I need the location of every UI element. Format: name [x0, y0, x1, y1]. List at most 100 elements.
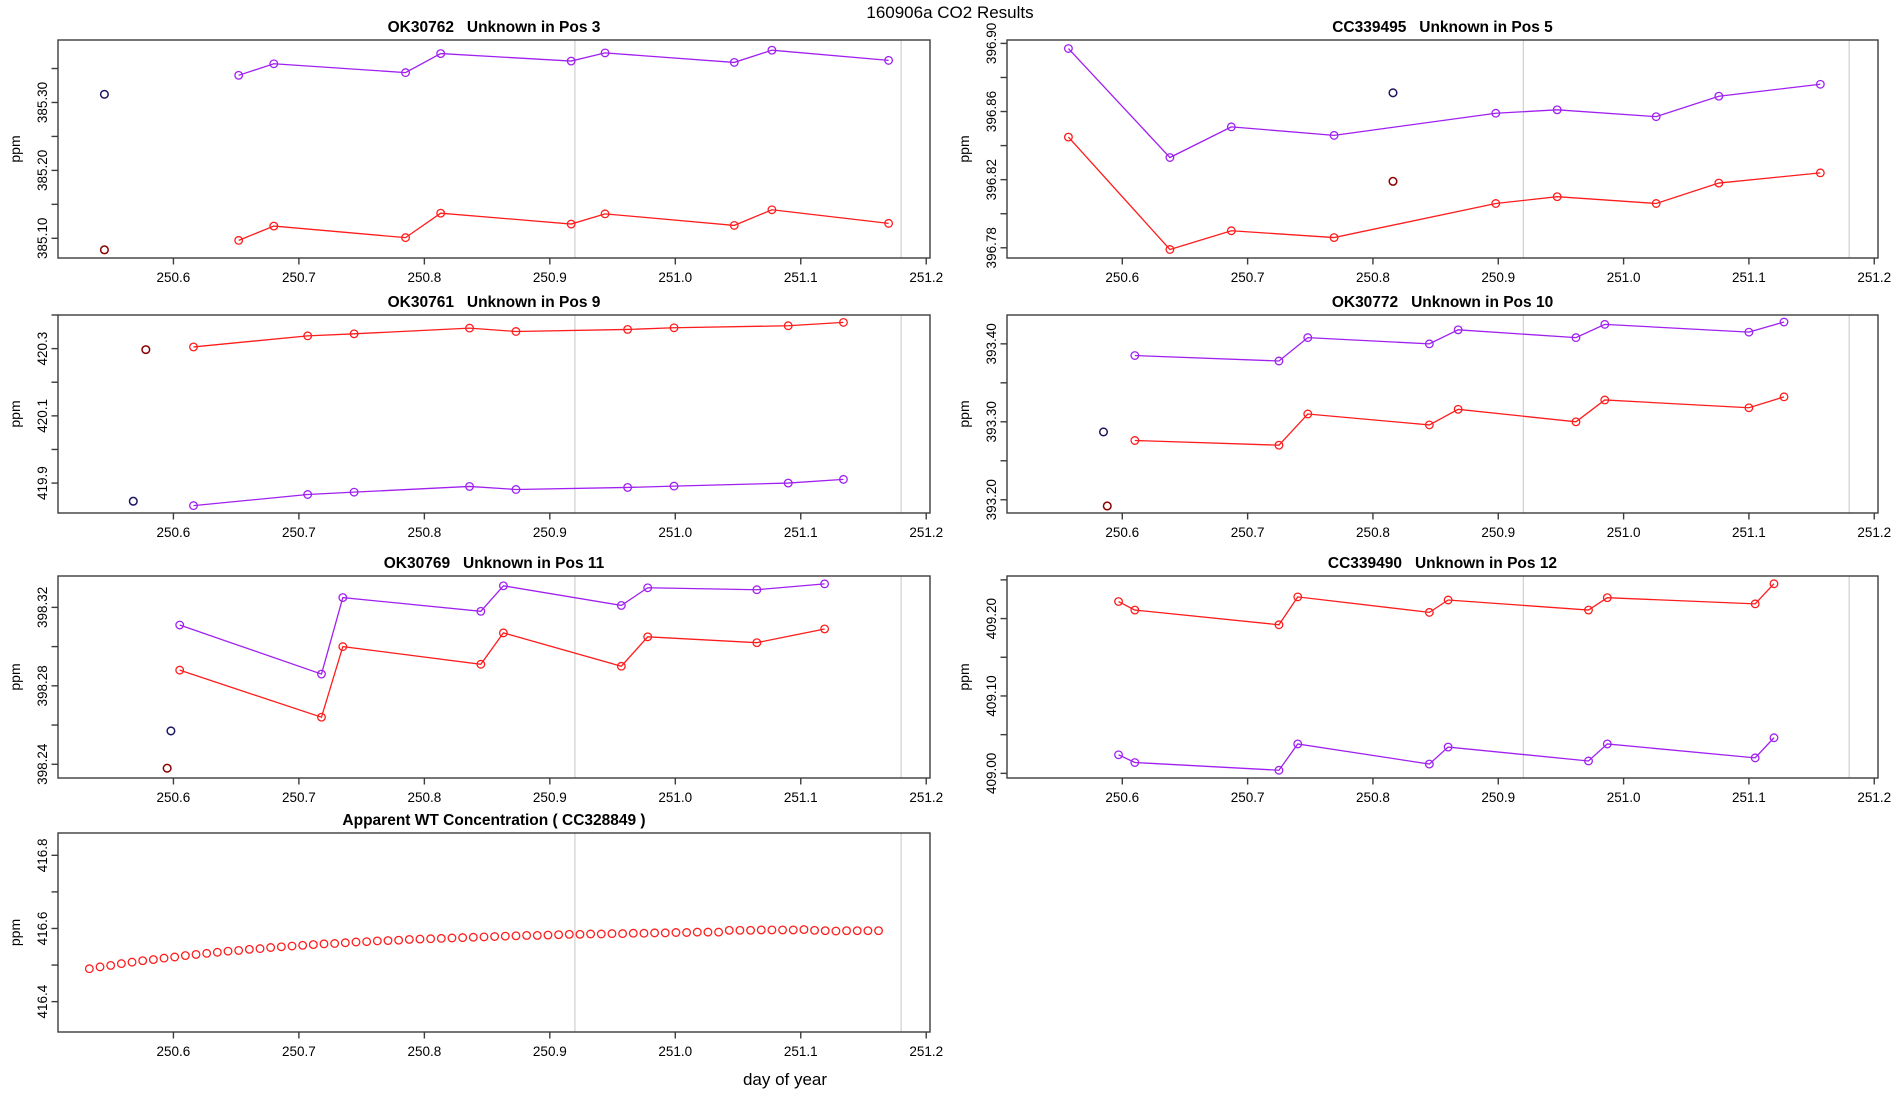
- x-tick-label: 250.8: [1356, 790, 1390, 805]
- y-tick-label: 393.20: [984, 479, 999, 520]
- data-point: [127, 957, 137, 967]
- plot-box: [57, 39, 931, 259]
- data-point: [735, 925, 745, 935]
- data-point: [692, 927, 702, 937]
- x-tick-label: 250.7: [282, 270, 316, 285]
- data-point: [1769, 733, 1779, 743]
- data-point: [838, 317, 848, 327]
- data-point: [84, 964, 94, 974]
- data-point: [317, 712, 326, 722]
- data-point: [116, 959, 126, 969]
- series-line-sample-red: [193, 321, 844, 348]
- data-point: [746, 925, 756, 935]
- data-point: [511, 485, 521, 494]
- isolated-point: [99, 89, 109, 99]
- data-point: [465, 481, 474, 491]
- x-tick-label: 251.2: [909, 790, 943, 805]
- series-line-sample-red: [1134, 396, 1785, 446]
- data-point: [458, 933, 468, 943]
- data-point: [669, 481, 679, 491]
- data-point: [1114, 750, 1123, 760]
- data-point: [479, 932, 489, 942]
- data-point: [1424, 759, 1434, 769]
- subplot-7: 250.6 250.7 250.8 250.9 251.0 251.1 251.2 416.4…: [7, 812, 943, 1059]
- data-point: [703, 927, 713, 937]
- data-point: [349, 487, 359, 497]
- x-tick-label: 250.8: [407, 790, 441, 805]
- x-tick-label: 250.8: [407, 270, 441, 285]
- isolated-point: [141, 345, 151, 355]
- subplot-title: CC339495 Unknown in Pos 5: [1332, 19, 1553, 36]
- series-line-sample-purple: [193, 478, 844, 507]
- x-tick-label: 250.6: [157, 270, 191, 285]
- x-tick-label: 250.9: [1481, 270, 1515, 285]
- data-point: [191, 949, 201, 959]
- series-line-sample-purple: [238, 49, 889, 76]
- isolated-point: [166, 726, 176, 736]
- data-point: [436, 933, 446, 943]
- subplot-title: OK30772 Unknown in Pos 10: [1332, 294, 1553, 311]
- x-tick-label: 250.7: [1231, 525, 1265, 540]
- data-point: [564, 929, 574, 939]
- x-tick-label: 250.7: [1231, 790, 1265, 805]
- data-point: [317, 669, 326, 679]
- x-tick-label: 251.0: [658, 270, 692, 285]
- y-axis-unit: ppm: [7, 135, 23, 162]
- plot-box: [57, 832, 931, 1033]
- data-point: [401, 233, 410, 243]
- x-tick-label: 251.1: [784, 790, 818, 805]
- data-point: [1165, 245, 1175, 254]
- data-point: [476, 659, 486, 669]
- data-point: [1584, 605, 1593, 615]
- data-point: [1424, 339, 1434, 349]
- data-point: [95, 962, 105, 972]
- y-tick-label: 385.30: [35, 82, 50, 123]
- subplot-2: 250.6 250.7 250.8 250.9 251.0 251.1 251.2 396.7…: [956, 19, 1891, 285]
- data-point: [1226, 122, 1236, 132]
- isolated-point: [99, 245, 109, 255]
- x-tick-label: 251.1: [784, 270, 818, 285]
- data-point: [476, 606, 486, 616]
- data-point: [596, 929, 606, 939]
- series-line-sample-red: [1118, 583, 1775, 626]
- data-point: [511, 931, 521, 941]
- data-point: [349, 329, 359, 339]
- data-point: [643, 583, 653, 593]
- data-point: [351, 937, 361, 947]
- data-point: [255, 944, 265, 954]
- x-tick-label: 250.9: [1481, 525, 1515, 540]
- data-point: [106, 960, 116, 970]
- data-point: [783, 321, 793, 331]
- data-point: [1651, 112, 1661, 122]
- isolated-point: [162, 763, 172, 773]
- x-tick-label: 250.6: [1105, 270, 1139, 285]
- y-tick-label: 385.20: [35, 150, 50, 191]
- data-point: [1424, 420, 1434, 430]
- data-point: [616, 600, 626, 610]
- x-tick-label: 250.6: [1105, 525, 1139, 540]
- data-point: [1571, 417, 1581, 427]
- data-point: [298, 940, 308, 950]
- x-axis-label: day of year: [742, 1070, 828, 1089]
- x-tick-label: 251.0: [658, 525, 692, 540]
- data-point: [752, 585, 762, 595]
- y-tick-label: 396.78: [984, 227, 999, 268]
- data-point: [426, 934, 436, 944]
- data-point: [189, 501, 198, 511]
- data-point: [1779, 317, 1789, 327]
- x-tick-label: 250.7: [282, 790, 316, 805]
- subplot-title: Apparent WT Concentration ( CC328849 ): [342, 812, 645, 829]
- data-point: [276, 942, 286, 952]
- x-tick-label: 251.0: [658, 790, 692, 805]
- data-point: [468, 932, 478, 942]
- data-point: [1130, 351, 1140, 360]
- data-point: [1750, 599, 1760, 609]
- plot-box: [57, 575, 931, 779]
- data-point: [1552, 105, 1562, 115]
- x-tick-label: 250.8: [407, 525, 441, 540]
- data-point: [1293, 739, 1303, 749]
- data-point: [682, 928, 692, 937]
- data-point: [566, 219, 576, 229]
- x-tick-label: 251.2: [1857, 270, 1891, 285]
- y-axis-unit: ppm: [956, 135, 972, 162]
